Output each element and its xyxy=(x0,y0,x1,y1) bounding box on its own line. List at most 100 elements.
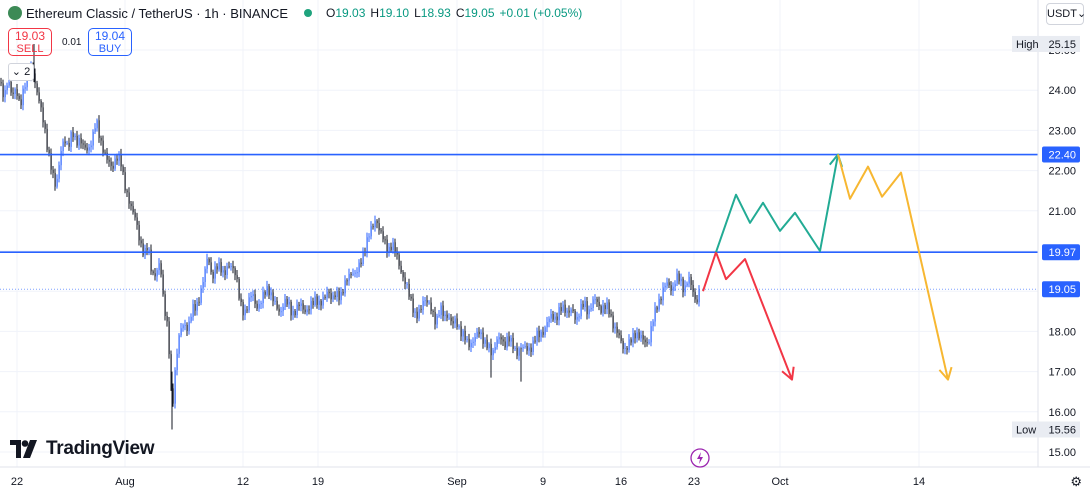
candle-body xyxy=(218,262,220,270)
candle-body xyxy=(630,339,632,343)
current-price-tag-bg xyxy=(1042,281,1080,298)
current-price-tag: 19.05 xyxy=(1048,284,1076,296)
candle-body xyxy=(188,321,190,331)
currency-selector[interactable]: USDT⌄ xyxy=(1046,3,1086,25)
candle-body xyxy=(36,83,38,93)
candle-body xyxy=(282,306,284,312)
candle-body xyxy=(652,321,654,327)
candle-body xyxy=(526,346,528,351)
candle-body xyxy=(470,342,472,348)
candle-body xyxy=(448,317,450,319)
candle-body xyxy=(690,276,692,285)
candle-body xyxy=(216,266,218,270)
candle-body xyxy=(664,285,666,288)
candle-body xyxy=(280,311,282,313)
currency-label: USDT xyxy=(1047,8,1077,20)
candle-body xyxy=(260,303,262,305)
candle-body xyxy=(14,89,16,94)
collapse-indicators-button[interactable]: ⌄ 2 xyxy=(8,63,34,81)
candle-body xyxy=(232,265,234,269)
candle-body xyxy=(278,308,280,312)
time-tick-label: 16 xyxy=(615,476,627,488)
candle-body xyxy=(328,291,330,294)
candle-body xyxy=(608,302,610,315)
low-tag-label: Low xyxy=(1016,424,1036,436)
candle-body xyxy=(672,286,674,291)
buy-button[interactable]: 19.04 BUY xyxy=(88,28,132,56)
candle-body xyxy=(228,266,230,268)
candle-body xyxy=(530,347,532,352)
low-tag-bg xyxy=(1012,421,1080,438)
candle-body xyxy=(308,309,310,311)
spread-value: 0.01 xyxy=(62,37,82,48)
candle-body xyxy=(94,128,96,132)
sell-button[interactable]: 19.03 SELL xyxy=(8,28,52,56)
candle-body xyxy=(178,335,180,354)
candle-body xyxy=(538,330,540,338)
candle-body xyxy=(334,295,336,297)
candle-body xyxy=(656,307,658,310)
candle-body xyxy=(694,291,696,300)
candle-body xyxy=(64,141,66,144)
settings-gear-icon[interactable]: ⚙ xyxy=(1070,474,1082,489)
time-tick-label: Sep xyxy=(447,476,467,488)
symbol-title[interactable]: Ethereum Classic / TetherUS · 1h · BINAN… xyxy=(26,5,289,21)
horizontal-levels[interactable] xyxy=(0,153,1038,254)
candle-body xyxy=(378,223,380,231)
candle-body xyxy=(436,316,438,325)
candle-body xyxy=(348,273,350,281)
candle-body xyxy=(66,142,68,144)
candle-body xyxy=(256,303,258,309)
projection-arrows[interactable] xyxy=(702,153,953,381)
candle-body xyxy=(118,154,120,161)
candle-body xyxy=(482,332,484,344)
candle-body xyxy=(298,304,300,307)
candle-body xyxy=(184,324,186,326)
candle-body xyxy=(658,298,660,310)
tradingview-logo[interactable]: TradingView xyxy=(10,438,155,460)
candle-body xyxy=(636,332,638,339)
candle-body xyxy=(396,251,398,255)
candles xyxy=(0,43,700,430)
events-icon[interactable] xyxy=(690,448,710,468)
candle-body xyxy=(498,337,500,340)
candle-body xyxy=(660,298,662,301)
candle-body xyxy=(420,308,422,310)
candle-body xyxy=(426,300,428,303)
change-value: +0.01 (+0.05%) xyxy=(499,6,583,20)
candle-body xyxy=(400,265,402,273)
buy-price: 19.04 xyxy=(94,29,126,43)
level-upper-tag-bg xyxy=(1042,146,1080,163)
candle-body xyxy=(146,247,148,251)
horizontal-gridlines xyxy=(0,49,1038,453)
price-tick-label: 17.00 xyxy=(1048,367,1076,379)
candle-body xyxy=(198,301,200,303)
market-status-icon[interactable] xyxy=(304,9,313,17)
candle-body xyxy=(506,336,508,348)
candle-body xyxy=(428,302,430,304)
candle-body xyxy=(318,300,320,305)
candle-body xyxy=(648,342,650,344)
candle-body xyxy=(492,350,494,356)
candle-body xyxy=(74,135,76,138)
open-value: 19.03 xyxy=(335,6,366,20)
candle-body xyxy=(582,303,584,307)
candle-body xyxy=(250,295,252,298)
candle-body xyxy=(200,288,202,303)
chart-header: Ethereum Classic / TetherUS · 1h · BINAN… xyxy=(8,4,587,22)
candle-body xyxy=(60,151,62,166)
candle-body xyxy=(584,301,586,307)
candle-body xyxy=(586,301,588,315)
candle-body xyxy=(688,276,690,284)
candle-body xyxy=(556,316,558,321)
time-axis[interactable]: 22 Aug 12 19 Sep 9 16 23 Oct 14 xyxy=(11,476,925,488)
candle-body xyxy=(384,239,386,241)
candle-body xyxy=(170,354,172,389)
candle-body xyxy=(376,220,378,224)
candle-body xyxy=(174,370,176,404)
candle-body xyxy=(288,301,290,305)
candle-body xyxy=(154,273,156,277)
candle-body xyxy=(220,262,222,273)
candle-body xyxy=(392,242,394,251)
